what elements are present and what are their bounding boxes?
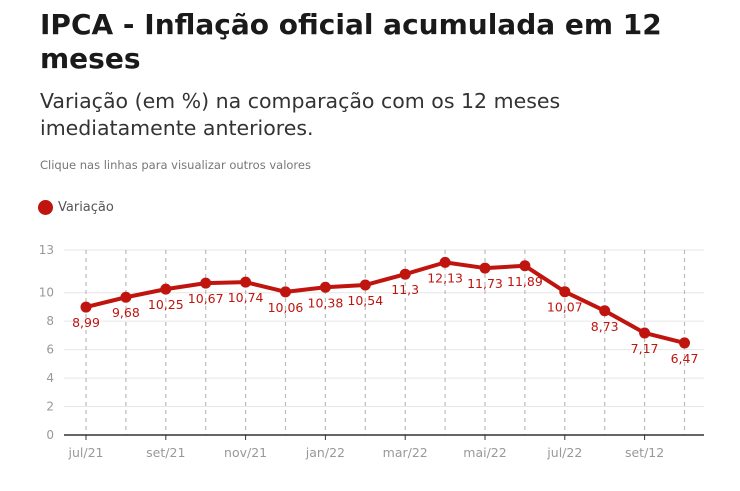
data-label: 10,67 [188, 291, 224, 306]
x-tick-label: jan/22 [305, 445, 345, 460]
data-point [639, 327, 651, 339]
x-tick-label: mar/22 [383, 445, 428, 460]
x-tick-label: set/12 [625, 445, 664, 460]
data-label: 10,74 [228, 290, 264, 305]
legend-label: Variação [58, 200, 114, 215]
y-tick-label: 2 [46, 400, 54, 414]
data-label: 10,06 [268, 300, 304, 315]
data-point [599, 305, 611, 317]
data-point [200, 277, 212, 289]
data-label: 8,73 [591, 319, 619, 334]
data-point [399, 268, 411, 280]
data-point [280, 286, 291, 298]
data-point [80, 301, 92, 313]
data-label: 11,73 [467, 276, 503, 291]
data-label: 6,47 [671, 351, 699, 366]
data-label: 10,07 [547, 300, 583, 315]
chart-title: IPCA - Inflação oficial acumulada em 12 … [40, 8, 662, 75]
legend-item-variacao[interactable]: Variação [38, 200, 114, 215]
chart-subtitle: Variação (em %) na comparação com os 12 … [40, 89, 561, 140]
line-chart: 0 2 4 6 8 10 13 jul/21 set/21 nov/21 jan/22 mar/22 m… [39, 243, 704, 460]
data-label: 9,68 [112, 305, 140, 320]
y-tick-label: 10 [39, 286, 54, 300]
data-label: 10,38 [308, 295, 344, 310]
data-label: 11,3 [391, 282, 419, 297]
data-point [160, 283, 172, 295]
y-tick-label: 4 [46, 371, 54, 385]
x-tick-label: jul/21 [68, 445, 104, 460]
data-point [240, 276, 252, 288]
data-point [359, 279, 371, 291]
data-point [479, 262, 491, 274]
y-tick-label: 0 [46, 428, 54, 442]
data-point [120, 291, 132, 303]
series-line-variacao [84, 260, 687, 345]
legend-marker [38, 200, 53, 215]
data-point [559, 286, 571, 298]
data-point [679, 337, 690, 349]
data-point [519, 260, 531, 272]
data-label: 8,99 [72, 315, 100, 330]
interaction-hint: Clique nas linhas para visualizar outros… [40, 158, 311, 172]
x-tick-label: mai/22 [463, 445, 506, 460]
data-label: 12,13 [427, 270, 463, 285]
x-tick-label: nov/21 [224, 445, 267, 460]
data-label: 10,25 [148, 297, 184, 312]
data-point [439, 256, 451, 268]
y-tick-label: 6 [46, 343, 54, 357]
data-label: 7,17 [631, 341, 659, 356]
x-tick-label: jul/22 [546, 445, 582, 460]
data-point [319, 281, 331, 293]
y-tick-label: 8 [46, 314, 54, 328]
y-tick-label: 13 [39, 243, 54, 257]
data-label: 10,54 [347, 293, 383, 308]
data-label: 11,89 [507, 274, 543, 289]
x-tick-label: set/21 [146, 445, 185, 460]
